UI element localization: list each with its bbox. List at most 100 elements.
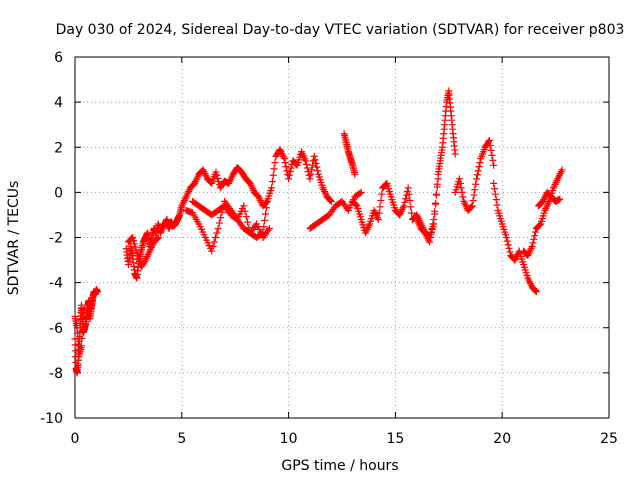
data-point	[326, 196, 334, 204]
data-point	[303, 164, 311, 172]
data-point	[244, 218, 252, 226]
data-point	[213, 171, 221, 179]
data-point	[375, 209, 383, 217]
data-point	[430, 220, 438, 228]
data-point	[405, 190, 413, 198]
data-point	[215, 178, 223, 186]
x-tick-label: 20	[493, 431, 511, 447]
data-point	[528, 243, 536, 251]
data-point	[280, 155, 288, 163]
data-point	[458, 188, 466, 196]
x-tick-label: 10	[280, 431, 298, 447]
x-tick-labels: 0 5 10 15 20 25	[71, 431, 618, 447]
data-point	[302, 157, 310, 165]
data-point	[532, 287, 540, 295]
data-point	[352, 201, 360, 209]
data-point	[213, 229, 221, 237]
data-point	[400, 202, 408, 210]
data-point	[130, 237, 138, 245]
data-point	[271, 159, 279, 167]
x-tick-label: 25	[600, 431, 618, 447]
data-point	[305, 171, 313, 179]
data-point	[312, 159, 320, 167]
data-point	[311, 156, 319, 164]
x-tick-label: 0	[71, 431, 80, 447]
data-point	[262, 210, 270, 218]
data-point	[475, 163, 483, 171]
data-point	[78, 335, 86, 343]
data-point	[327, 197, 335, 205]
data-point	[268, 184, 276, 192]
data-point	[209, 243, 217, 251]
data-point	[258, 230, 266, 238]
data-point	[490, 179, 498, 187]
y-tick-label: -2	[49, 231, 63, 247]
data-point	[432, 190, 440, 198]
data-point	[487, 146, 495, 154]
data-point	[532, 288, 540, 296]
data-point	[261, 216, 269, 224]
data-point	[260, 223, 268, 231]
data-point	[471, 186, 479, 194]
data-point	[532, 228, 540, 236]
data-point	[262, 204, 270, 212]
data-point	[268, 178, 276, 186]
y-tick-label: 2	[54, 140, 63, 156]
data-point	[491, 185, 499, 193]
data-point	[215, 219, 223, 227]
data-point	[374, 215, 382, 223]
data-point	[476, 159, 484, 167]
data-point	[377, 196, 385, 204]
data-point	[259, 229, 267, 237]
x-tick-label: 5	[177, 431, 186, 447]
data-point	[485, 136, 493, 144]
data-point	[489, 156, 497, 164]
data-point	[80, 306, 88, 314]
data-point	[473, 175, 481, 183]
data-point	[455, 175, 463, 183]
data-point	[407, 203, 415, 211]
data-point	[468, 202, 476, 210]
data-point	[77, 342, 85, 350]
data-point	[154, 234, 162, 241]
data-point	[265, 224, 273, 232]
data-point	[530, 235, 538, 243]
data-point	[240, 202, 248, 210]
data-point	[376, 203, 384, 211]
y-tick-label: -4	[49, 276, 63, 292]
data-point	[285, 175, 293, 183]
data-point	[310, 152, 318, 160]
x-axis-label: GPS time / hours	[281, 458, 398, 474]
data-point	[431, 210, 439, 218]
y-axis-label: SDTVAR / TECUs	[6, 181, 22, 296]
data-point	[71, 341, 79, 349]
y-tick-label: 4	[54, 95, 63, 111]
data-point	[457, 184, 465, 192]
data-point	[141, 257, 149, 265]
data-point	[473, 171, 481, 179]
y-tick-labels: -10 -8 -6 -4 -2 0 2 4 6	[40, 50, 63, 427]
data-point	[503, 237, 511, 245]
data-point	[378, 190, 386, 198]
data-point	[529, 239, 537, 247]
data-point	[493, 201, 501, 209]
data-point	[131, 243, 139, 251]
data-point	[402, 195, 410, 203]
data-point	[504, 241, 512, 249]
data-point	[130, 240, 138, 248]
data-point	[306, 175, 314, 183]
data-point	[536, 221, 544, 229]
data-point	[459, 193, 467, 201]
data-point	[474, 167, 482, 175]
data-point	[307, 170, 315, 178]
data-point	[217, 214, 225, 222]
data-point	[242, 213, 250, 221]
data-point	[78, 327, 86, 335]
data-point	[313, 163, 321, 171]
data-point	[485, 138, 493, 146]
data-point	[207, 178, 215, 186]
data-point	[303, 160, 311, 168]
data-point	[472, 180, 480, 188]
data-point	[470, 191, 478, 199]
